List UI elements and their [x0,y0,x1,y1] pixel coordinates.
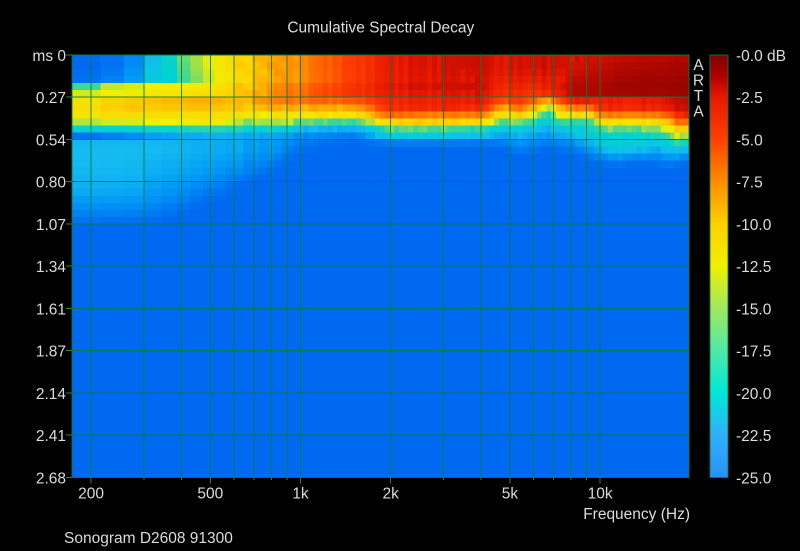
svg-text:-22.5: -22.5 [736,428,771,445]
svg-text:500: 500 [197,486,223,503]
svg-text:-15.0: -15.0 [736,301,772,318]
svg-text:2.14: 2.14 [36,386,67,403]
svg-text:-7.5: -7.5 [736,175,763,192]
svg-text:10k: 10k [588,486,613,503]
svg-text:A: A [693,57,704,74]
svg-text:200: 200 [78,486,104,503]
svg-text:2.41: 2.41 [36,428,66,445]
svg-text:1.87: 1.87 [36,344,66,361]
svg-text:-12.5: -12.5 [736,259,771,276]
svg-text:2.68: 2.68 [36,470,66,487]
svg-text:1.07: 1.07 [36,217,66,234]
svg-text:0.27: 0.27 [36,90,66,107]
svg-text:-0.0 dB: -0.0 dB [736,48,786,65]
svg-text:5k: 5k [502,486,519,503]
svg-text:A: A [693,104,704,121]
svg-text:1.34: 1.34 [36,259,67,276]
svg-text:Cumulative Spectral Decay: Cumulative Spectral Decay [287,20,474,37]
svg-text:-17.5: -17.5 [736,344,771,361]
svg-text:ms 0: ms 0 [32,48,66,65]
svg-text:1k: 1k [292,486,309,503]
svg-text:Frequency (Hz): Frequency (Hz) [583,506,690,523]
svg-text:T: T [694,88,704,105]
svg-text:Sonogram D2608 91300: Sonogram D2608 91300 [64,530,233,547]
svg-text:2k: 2k [383,486,400,503]
svg-text:-2.5: -2.5 [736,90,763,107]
svg-text:-25.0: -25.0 [736,470,772,487]
svg-text:-10.0: -10.0 [736,217,772,234]
svg-text:1.61: 1.61 [36,301,66,318]
svg-text:0.54: 0.54 [36,133,67,150]
svg-text:R: R [693,73,704,90]
svg-text:-20.0: -20.0 [736,386,772,403]
svg-text:-5.0: -5.0 [736,133,763,150]
svg-text:0.80: 0.80 [36,175,67,192]
